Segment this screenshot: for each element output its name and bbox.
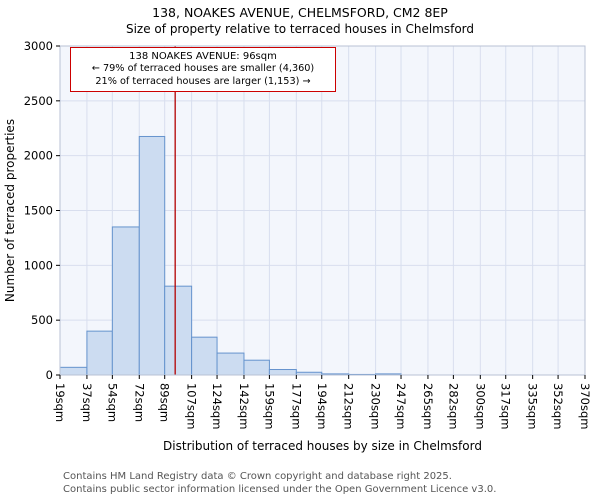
- annotation-smaller: ← 79% of terraced houses are smaller (4,…: [91, 63, 315, 74]
- histogram-bar: [216, 352, 245, 376]
- annotation-box: 138 NOAKES AVENUE: 96sqm ← 79% of terrac…: [70, 47, 336, 93]
- y-tick-label: 1000: [24, 258, 53, 272]
- x-tick-label: 177sqm: [289, 383, 303, 429]
- y-tick-label: 1500: [24, 204, 53, 218]
- y-tick-label: 2500: [24, 94, 53, 108]
- x-tick-label: 265sqm: [421, 383, 435, 429]
- x-tick-label: 37sqm: [80, 383, 94, 422]
- attribution-line1: Contains HM Land Registry data © Crown c…: [63, 471, 452, 482]
- x-tick-label: 230sqm: [369, 383, 383, 429]
- y-tick-label: 0: [46, 368, 53, 382]
- histogram-bar: [86, 330, 113, 376]
- x-tick-label: 54sqm: [105, 383, 119, 422]
- histogram-chart: 0 500 1000 1500 2000 2500 3000 19sqm 37sqm 54sqm 7…: [3, 40, 592, 453]
- attribution: Contains HM Land Registry data © Crown c…: [63, 471, 496, 496]
- histogram-bar: [164, 285, 193, 376]
- histogram-bar: [111, 226, 140, 376]
- y-tick-label: 2000: [24, 149, 53, 163]
- histogram-bar: [59, 366, 88, 376]
- x-tick-label: 300sqm: [473, 383, 487, 429]
- histogram-bar: [191, 336, 218, 376]
- x-axis-label: Distribution of terraced houses by size …: [163, 439, 482, 453]
- histogram-bar: [243, 359, 270, 376]
- x-tick-label: 72sqm: [132, 383, 146, 422]
- y-tick-label: 3000: [24, 40, 53, 53]
- x-tick-label: 282sqm: [446, 383, 460, 429]
- x-tick-label: 352sqm: [551, 383, 565, 429]
- x-tick-label: 335sqm: [526, 383, 540, 429]
- chart-subtitle: Size of property relative to terraced ho…: [125, 22, 475, 36]
- attribution-line2: Contains public sector information licen…: [63, 483, 497, 495]
- x-tick-label: 142sqm: [237, 383, 251, 429]
- x-tick-label: 124sqm: [210, 383, 224, 429]
- x-tick-label: 212sqm: [342, 383, 356, 429]
- y-axis-label: Number of terraced properties: [3, 119, 17, 302]
- x-tick-label: 194sqm: [315, 383, 329, 429]
- annotation-larger: 21% of terraced houses are larger (1,153…: [95, 75, 311, 87]
- x-tick-label: 317sqm: [499, 383, 513, 429]
- chart-title: 138, NOAKES AVENUE, CHELMSFORD, CM2 8EP: [152, 5, 448, 20]
- histogram-bar: [138, 135, 166, 376]
- x-tick-label: 19sqm: [53, 383, 67, 422]
- x-tick-label: 89sqm: [158, 383, 172, 422]
- x-tick-label: 107sqm: [185, 383, 199, 429]
- x-tick-label: 247sqm: [394, 383, 408, 429]
- y-tick-label: 500: [31, 313, 53, 327]
- histogram-bar: [268, 369, 297, 376]
- x-tick-label: 370sqm: [578, 383, 592, 429]
- x-tick-label: 159sqm: [262, 383, 276, 429]
- annotation-property: 138 NOAKES AVENUE: 96sqm: [129, 51, 277, 62]
